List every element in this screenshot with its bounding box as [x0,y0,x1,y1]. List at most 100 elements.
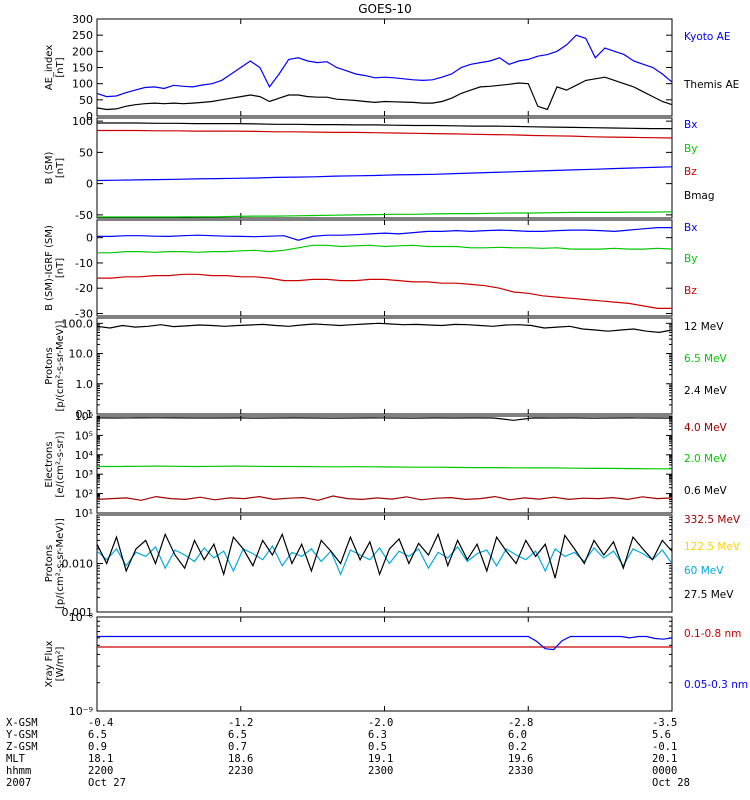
y-tick-label: 10⁻⁸ [69,611,94,624]
orbit-row-label: Y-GSM [6,729,38,741]
series-line-by [97,211,673,218]
y-tick-label: 10¹ [75,507,93,520]
series-line-0-6-mev [96,417,673,421]
series-line-kyoto-ae [96,34,673,98]
y-axis-label: Xray Flux [44,640,55,687]
orbit-value: 2300 [368,765,394,777]
panel-frame [96,514,673,613]
orbit-value: 6.5 [88,729,107,741]
orbit-row: Z-GSM 0.9 0.7 0.5 0.2 -0.1 [6,741,746,753]
series-line-bz [97,273,672,309]
orbit-row: Y-GSM 6.5 6.5 6.3 6.0 5.6 [6,729,746,741]
y-axis-label: Electrons [44,441,55,487]
series-line-27-5-mev [96,532,673,579]
legend-12-mev: 12 MeV [684,321,724,333]
panel-protons2: 0.001 0.010 Protons [p/(cm²-s-sr-MeV)] 332.5… [44,514,741,619]
orbit-value: 20.1 [652,753,678,765]
orbit-value: -0.4 [88,717,114,729]
orbit-value: 6.3 [368,729,387,741]
panel-bgsm: -50 0 50 100 B (SM) [nT] Bx By Bz Bmag [44,115,715,222]
panel-frame [96,616,673,712]
y-tick-label: 10² [75,488,93,501]
y-tick-label: 100 [72,78,93,91]
y-tick-label: 50 [79,146,93,159]
orbit-value: -2.8 [508,717,534,729]
orbit-value: 0.7 [228,741,247,753]
y-axis-label: [nT] [55,258,66,278]
orbit-value: 18.6 [228,753,254,765]
y-axis-label: [nT] [55,57,66,77]
y-tick-label: 10³ [75,468,93,481]
series-line-12-mev [96,322,673,334]
legend-0-1-0-8-nm: 0.1-0.8 nm [684,628,741,640]
legend-bx: Bx [684,222,697,234]
y-axis-label: Protons [44,545,55,582]
orbit-value: 0000 [652,765,678,777]
y-tick-label: 200 [72,45,93,58]
y-tick-label: 150 [72,62,93,75]
y-tick-label: 10⁴ [75,449,94,462]
y-tick-label: 0 [86,110,93,123]
orbit-row: 2007 Oct 27 Oct 28 [6,777,746,789]
series-line-bmag [97,122,672,130]
legend-by: By [684,143,697,155]
y-axis-label: [p/(cm²-s-sr-MeV)] [55,518,66,609]
legend-6-5-mev: 6.5 MeV [684,353,728,365]
orbit-table: X-GSM -0.4 -1.2 -2.0 -2.8 -3.5 Y-GSM 6.5 6.5 6.3 6… [6,717,750,800]
series-line-0-05-0-3-nm [97,635,673,651]
y-tick-label: 0 [86,178,93,191]
series-line-bz [97,129,673,139]
y-tick-label: 10.0 [69,348,94,361]
orbit-value: -3.5 [652,717,678,729]
orbit-value: 19.1 [368,753,394,765]
y-tick-label: -50 [75,209,93,222]
orbit-row: MLT 18.1 18.6 19.1 19.6 20.1 [6,753,746,765]
series-line-by [97,244,673,254]
panel-bdiff: -30 -20 -10 0 B (SM)-IGRF (SM) [nT] Bx By Bz [44,219,697,320]
panel-electrons: 10¹ 10² 10³ 10⁴ 10⁵ 10⁶ Electrons [e/(cm²-s-sr)… [44,410,728,520]
orbit-value: 6.5 [228,729,247,741]
panel-frame [96,219,673,317]
y-tick-label: 0.001 [62,606,94,619]
y-tick-label: 100.0 [62,317,94,330]
legend-bx: Bx [684,119,697,131]
legend-4-0-mev: 4.0 MeV [684,422,728,434]
y-tick-label: 100 [72,115,93,128]
legend-2-0-mev: 2.0 MeV [684,453,728,465]
series-line-themis-ae [96,76,673,111]
y-axis-label: B (SM) [44,151,55,184]
orbit-value: 2200 [88,765,114,777]
y-tick-label: 10⁵ [75,429,93,442]
legend-by: By [684,253,697,265]
y-tick-label: 300 [72,13,93,26]
orbit-row-label: MLT [6,753,25,765]
panel-xray: 10⁻⁹ 10⁻⁸ Xray Flux [W/m²] 0.1-0.8 nm 0.05-0.… [44,611,748,718]
y-tick-label: 10⁻⁹ [69,705,93,718]
legend-bz: Bz [684,166,697,178]
y-tick-label: -10 [75,257,93,270]
orbit-value: Oct 28 [652,777,690,789]
legend-27-5-mev: 27.5 MeV [684,589,734,601]
orbit-value: 18.1 [88,753,114,765]
plot-title: GOES-10 [358,2,412,16]
orbit-value: 0.2 [508,741,527,753]
orbit-value: 5.6 [652,729,671,741]
legend-122-5-mev: 122.5 MeV [684,541,741,553]
y-axis-label: [p/(cm²-s-sr-MeV)] [55,320,66,411]
orbit-value: Oct 27 [88,777,126,789]
y-axis-label: [nT] [55,158,66,178]
y-tick-label: -20 [75,282,93,295]
y-tick-label: 10⁶ [75,410,94,423]
y-axis-label: Protons [44,347,55,384]
legend-bmag: Bmag [684,190,715,202]
y-tick-label: 0 [86,232,93,245]
orbit-row-label: 2007 [6,777,32,789]
y-tick-label: 50 [79,94,93,107]
y-tick-label: 1.0 [76,378,94,391]
series-line-bx [97,227,672,241]
panel-protons: 0.1 1.0 10.0 100.0 Protons [p/(cm²-s-sr-MeV)]… [44,317,728,421]
series-line-60-mev [96,544,673,576]
orbit-row-label: Z-GSM [6,741,38,753]
orbit-row-label: hhmm [6,765,32,777]
series-line-2-0-mev [97,465,672,470]
